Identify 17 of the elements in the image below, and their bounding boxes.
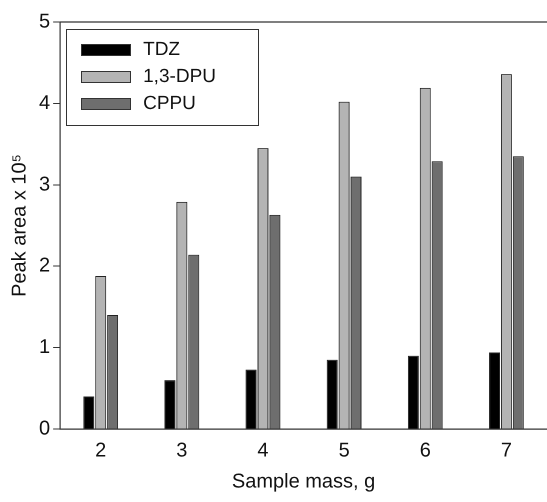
- x-tick-label: 3: [176, 440, 188, 462]
- y-tick-label: 4: [39, 92, 50, 114]
- y-tick-label: 0: [39, 418, 50, 440]
- x-axis-title: Sample mass, g: [232, 470, 376, 493]
- y-tick-label: 2: [39, 254, 50, 277]
- legend-label: CPPU: [143, 92, 196, 114]
- y-axis-title: Peak area x 10⁵: [8, 154, 31, 297]
- legend-label: 1,3-DPU: [143, 66, 216, 88]
- y-tick-label: 1: [39, 336, 50, 358]
- legend-label: TDZ: [143, 38, 180, 60]
- y-tick-label: 5: [39, 10, 50, 33]
- y-tick-label: 3: [39, 173, 50, 196]
- x-tick-label: 6: [420, 440, 431, 462]
- x-tick-label: 2: [95, 440, 106, 462]
- x-tick-label: 5: [338, 440, 350, 462]
- x-tick-label: 7: [500, 440, 512, 462]
- x-tick-label: 4: [257, 440, 269, 462]
